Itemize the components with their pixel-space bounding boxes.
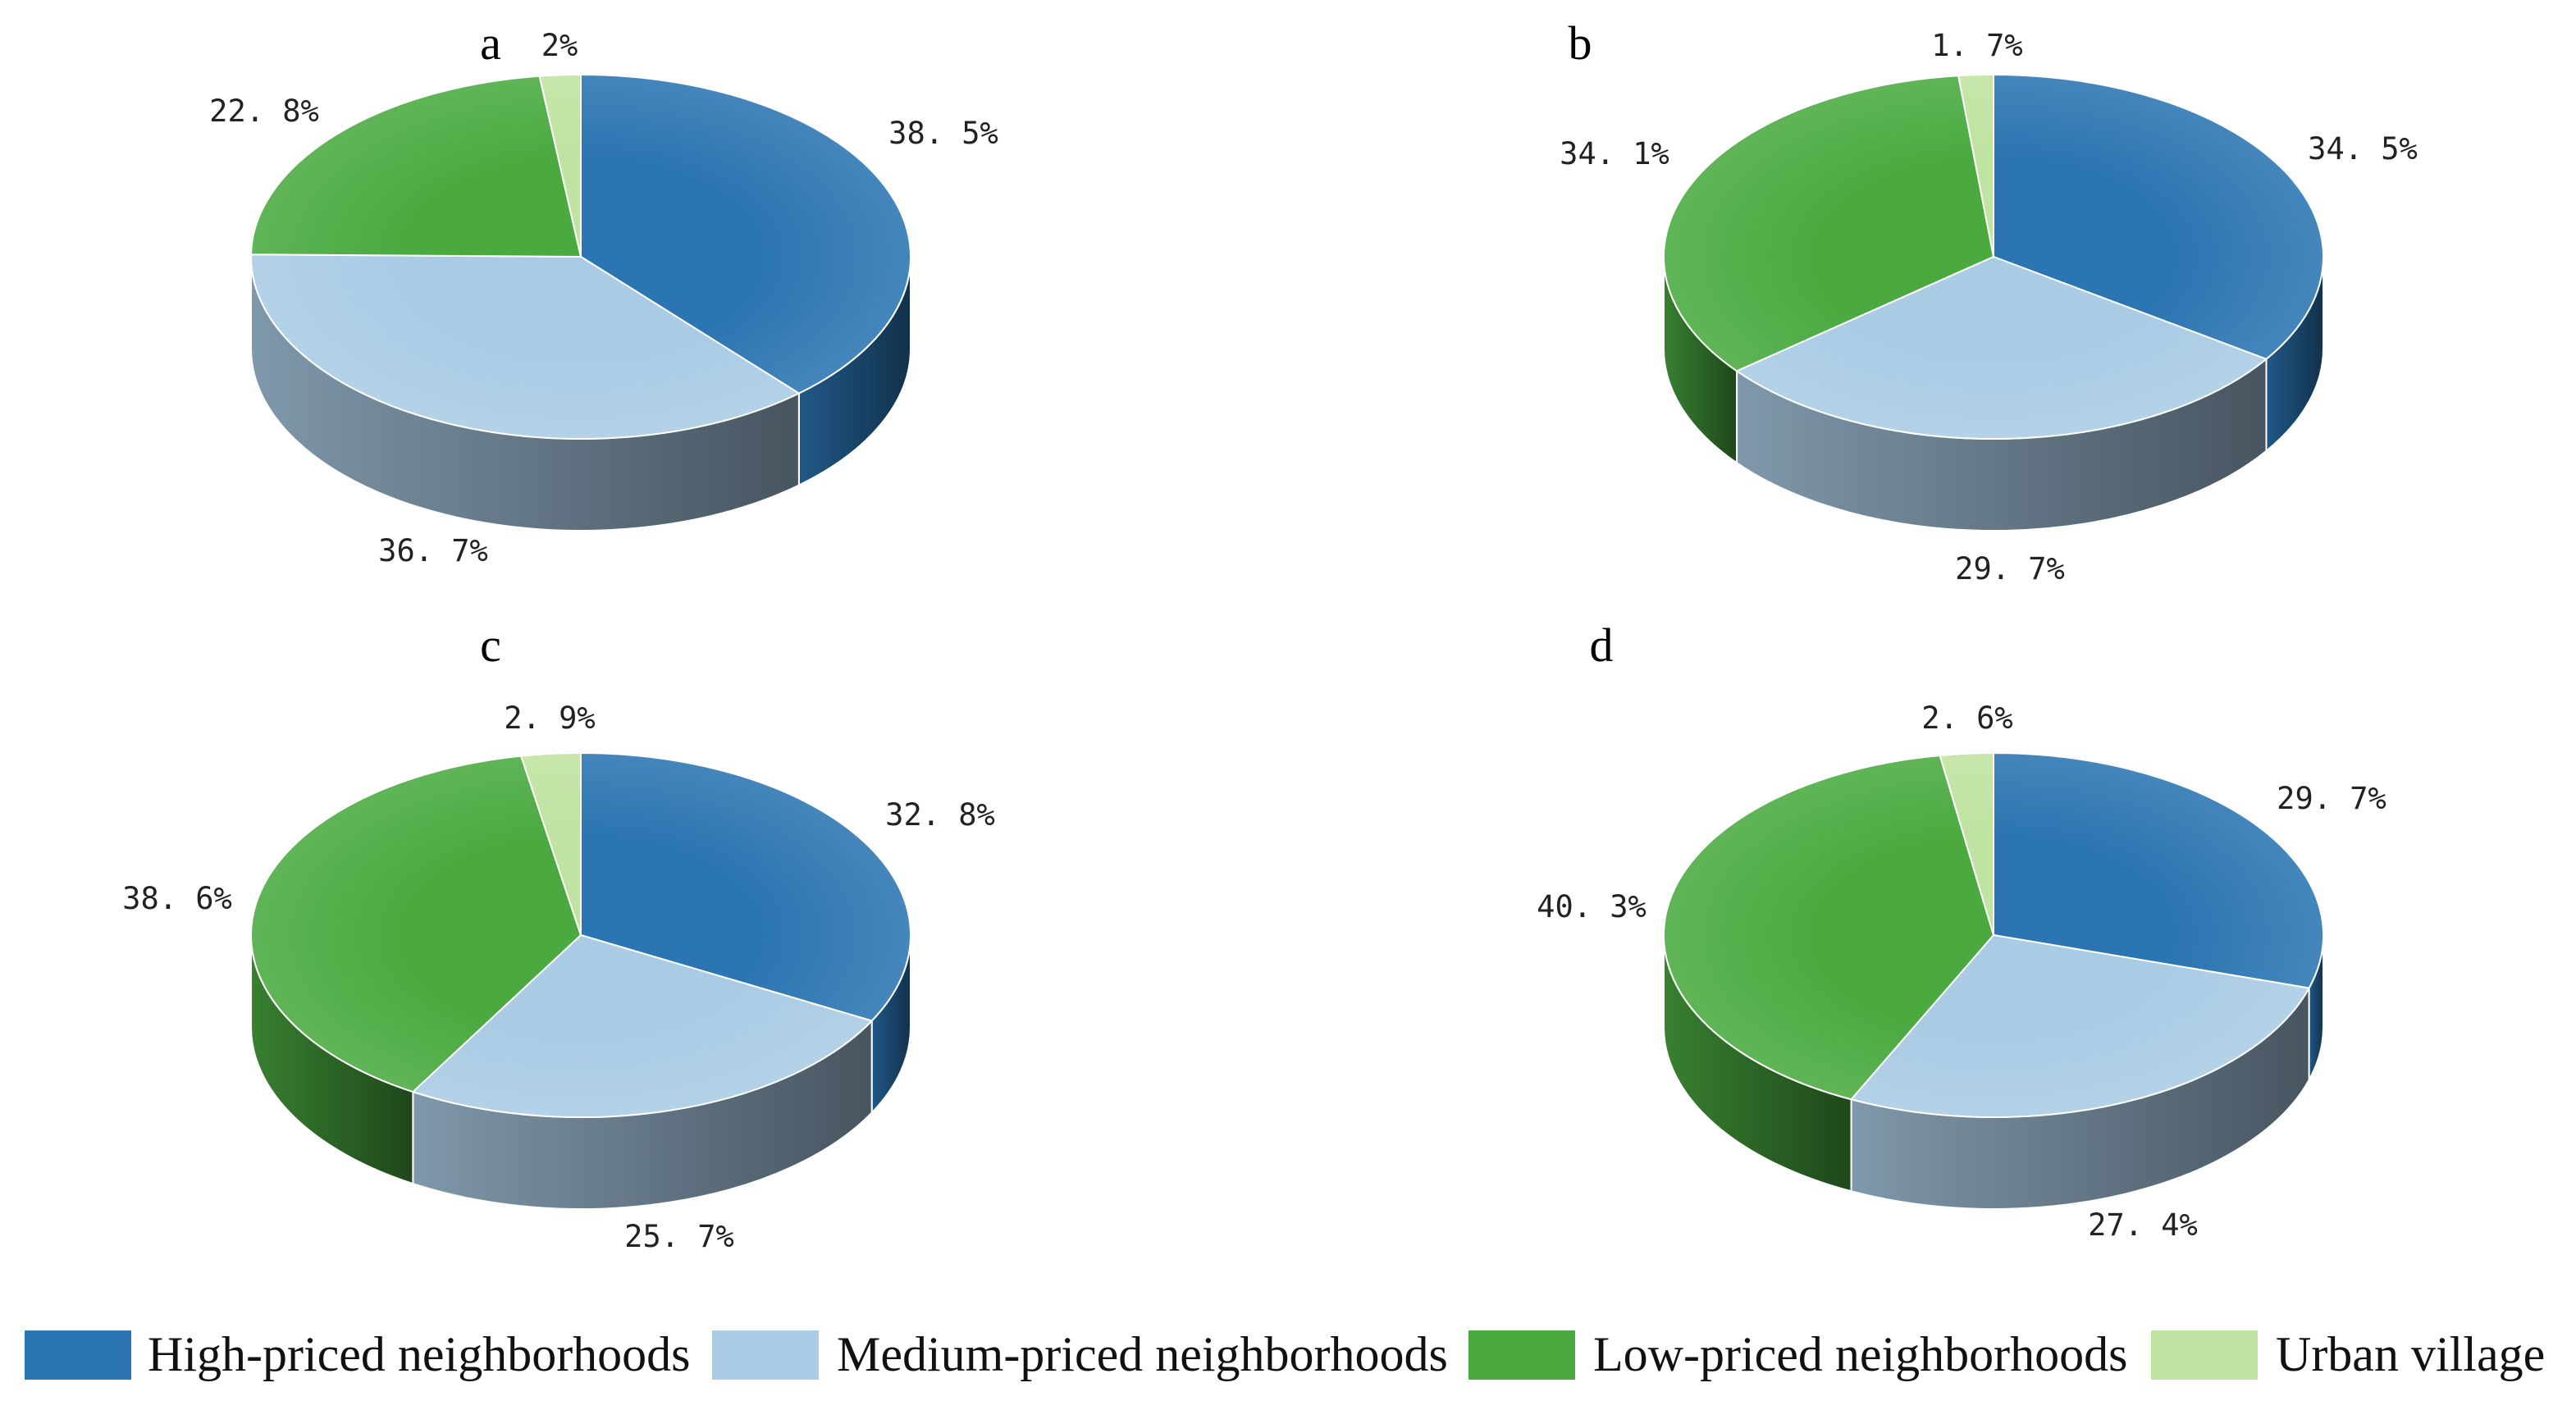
pie-panel-b: b 34. 5% 29. 7% 34. 1% 1. 7% <box>1560 16 2418 586</box>
data-label-low-priced-neighborhoods: 22. 8% <box>209 94 319 129</box>
pie-top-highlight <box>251 75 911 439</box>
legend-item-low-priced-neighborhoods: Low-priced neighborhoods <box>1468 1327 2128 1381</box>
legend-label: High-priced neighborhoods <box>148 1327 691 1381</box>
data-label-high-priced-neighborhoods: 38. 5% <box>888 116 998 151</box>
data-label-urban-village: 2. 6% <box>1921 700 2012 736</box>
legend-item-medium-priced-neighborhoods: Medium-priced neighborhoods <box>712 1327 1448 1381</box>
legend-label: Medium-priced neighborhoods <box>837 1327 1448 1381</box>
legend-label: Urban village <box>2276 1327 2545 1381</box>
data-label-medium-priced-neighborhoods: 27. 4% <box>2088 1207 2198 1243</box>
pie-panel-d: d 29. 7% 27. 4% 40. 3% 2. 6% <box>1537 618 2386 1243</box>
data-label-medium-priced-neighborhoods: 25. 7% <box>624 1219 734 1254</box>
panel-letter-c: c <box>480 618 501 672</box>
data-label-high-priced-neighborhoods: 34. 5% <box>2308 131 2418 167</box>
pie-top-highlight <box>1664 753 2323 1117</box>
legend-swatch <box>1468 1330 1575 1380</box>
data-label-low-priced-neighborhoods: 38. 6% <box>122 881 232 916</box>
panel-letter-a: a <box>480 16 501 70</box>
legend: High-priced neighborhoods Medium-priced n… <box>25 1327 2545 1381</box>
panel-letter-b: b <box>1569 16 1592 70</box>
legend-swatch <box>25 1330 131 1380</box>
pie-top-highlight <box>251 753 911 1117</box>
legend-label: Low-priced neighborhoods <box>1593 1327 2128 1381</box>
data-label-urban-village: 2% <box>541 28 578 63</box>
data-label-medium-priced-neighborhoods: 36. 7% <box>378 533 488 568</box>
data-label-low-priced-neighborhoods: 40. 3% <box>1537 889 1647 924</box>
legend-swatch <box>2151 1330 2258 1380</box>
data-label-medium-priced-neighborhoods: 29. 7% <box>1955 551 2065 586</box>
pie-panel-c: c 32. 8% 25. 7% 38. 6% 2. 9% <box>122 618 995 1254</box>
data-label-urban-village: 1. 7% <box>1931 28 2022 63</box>
pie-panel-a: a 38. 5% 36. 7% 22. 8% 2% <box>209 16 998 568</box>
data-label-high-priced-neighborhoods: 32. 8% <box>885 797 995 833</box>
data-label-high-priced-neighborhoods: 29. 7% <box>2277 781 2386 816</box>
legend-swatch <box>712 1330 819 1380</box>
legend-item-high-priced-neighborhoods: High-priced neighborhoods <box>25 1327 691 1381</box>
data-label-low-priced-neighborhoods: 34. 1% <box>1560 136 1669 171</box>
legend-item-urban-village: Urban village <box>2151 1327 2545 1381</box>
pie-top-highlight <box>1664 75 2323 439</box>
panel-letter-d: d <box>1590 618 1614 672</box>
data-label-urban-village: 2. 9% <box>504 700 595 736</box>
